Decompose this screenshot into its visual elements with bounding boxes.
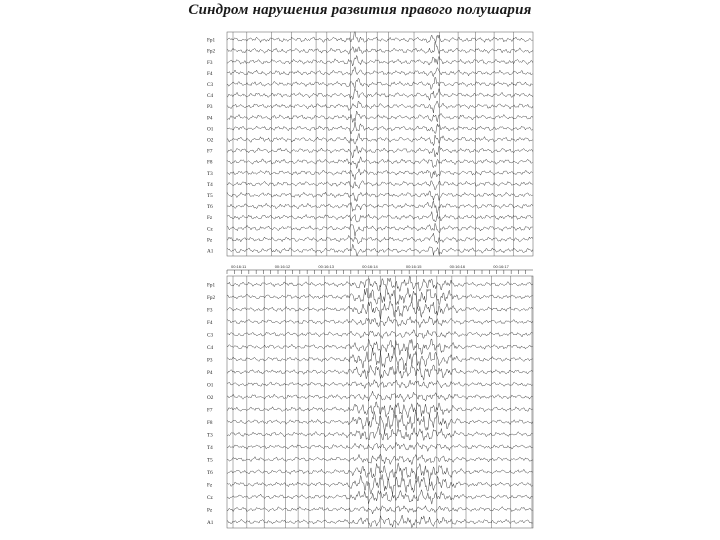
channel-label: C3 [207,82,213,88]
plot-frame [226,275,534,529]
eeg-channel-trace [226,347,533,371]
eeg-channel-trace [226,488,533,505]
plot-frame [226,31,534,257]
eeg-channel-trace [226,299,533,320]
eeg-channel-trace [226,211,533,223]
eeg-traces-bottom: 00:16:11 00:16:12 00:16:13 00:16:14 00:16:15… [207,264,534,529]
eeg-channel-trace [226,54,533,67]
channel-label: T5 [207,457,213,463]
eeg-channel-trace [226,276,533,293]
channel-label: A1 [207,248,214,254]
time-mark-label: 00:16:17 [493,264,509,269]
eeg-channel-trace [226,180,533,191]
eeg-channel-trace [226,363,533,381]
eeg-channel-trace [226,390,533,403]
eeg-channel-trace [226,410,533,433]
channel-label: F3 [207,307,213,313]
eeg-channel-trace [226,425,533,441]
eeg-channel-trace [226,474,533,495]
channel-label: O2 [207,137,214,143]
channel-label: P4 [207,115,213,121]
time-mark-label: 00:16:11 [231,264,247,269]
eeg-channel-trace [226,338,533,356]
channel-label: P3 [207,357,213,363]
eeg-channel-trace [226,442,533,453]
channel-label: A1 [207,520,214,526]
eeg-channel-trace [226,31,533,44]
channel-label: T3 [207,171,213,177]
eeg-channel-trace [226,66,533,78]
channel-label: T4 [207,182,213,188]
channel-label: T5 [207,193,213,199]
eeg-channel-trace [226,379,533,390]
slide-title: Синдром нарушения развития правого полуш… [188,2,532,18]
channel-label: F8 [207,420,213,426]
channel-label: Fp1 [207,38,215,44]
channel-label: F7 [207,407,213,413]
eeg-recording-top: Fp1 Fp2 F3 F4 C3 C4 P3 P4 O1 O2 F7 F8 T3 T4 T5 T6 Fz Cz Pz… [205,28,535,260]
eeg-channel-trace [226,200,533,215]
time-mark-label: 00:16:15 [406,264,422,269]
eeg-traces-top: Fp1 Fp2 F3 F4 C3 C4 P3 P4 O1 O2 F7 F8 T3 T4 T5 T6 Fz Cz Pz… [207,31,534,257]
channel-label: O2 [207,395,214,401]
eeg-channel-trace [226,329,533,340]
channel-label: T6 [207,204,213,210]
time-mark-label: 00:16:13 [318,264,334,269]
eeg-channel-trace [226,453,533,466]
channel-label: Fp1 [207,282,215,288]
channel-label: F8 [207,160,213,166]
eeg-channel-trace [226,145,533,159]
channel-label: O1 [207,382,214,388]
time-mark-label: 00:16:12 [275,264,291,269]
eeg-channel-trace [226,286,533,307]
channel-label: Fz [207,215,213,221]
channel-label: Fz [207,482,213,488]
eeg-channel-trace [226,232,533,245]
eeg-recording-bottom: 00:16:11 00:16:12 00:16:13 00:16:14 00:16:15… [205,262,535,532]
eeg-channel-trace [226,110,533,124]
eeg-channel-trace [226,401,533,419]
eeg-channel-trace [226,505,533,515]
time-mark-label: 00:16:14 [362,264,378,269]
eeg-channel-trace [226,190,533,203]
channel-label: C4 [207,345,213,351]
channel-label: T6 [207,470,213,476]
eeg-channel-trace [226,41,533,55]
channel-label: C4 [207,93,213,99]
eeg-channel-trace [226,87,533,101]
eeg-channel-trace [226,243,533,256]
channel-label: F7 [207,149,213,155]
eeg-channel-trace [226,156,533,170]
channel-label: F3 [207,60,213,66]
eeg-channel-trace [226,462,533,482]
channel-label: Cz [207,495,213,501]
eeg-channel-trace [226,514,533,529]
channel-label: Pz [207,507,213,513]
eeg-channel-trace [226,167,533,181]
channel-label: C3 [207,332,213,338]
eeg-channel-trace [226,76,533,90]
channel-label: P4 [207,370,213,376]
channel-label: F4 [207,71,213,77]
channel-label: T4 [207,445,213,451]
time-mark-label: 00:16:16 [450,264,466,269]
channel-label: Pz [207,237,213,243]
eeg-channel-trace [226,121,533,135]
eeg-channel-trace [226,100,533,114]
channel-label: Cz [207,226,213,232]
channel-label: F4 [207,320,213,326]
channel-label: Fp2 [207,295,215,301]
channel-label: O1 [207,126,214,132]
channel-label: T3 [207,432,213,438]
eeg-channel-trace [226,132,533,147]
eeg-channel-trace [226,222,533,237]
channel-label: Fp2 [207,49,215,55]
eeg-channel-trace [226,315,533,329]
channel-label: P3 [207,104,213,110]
